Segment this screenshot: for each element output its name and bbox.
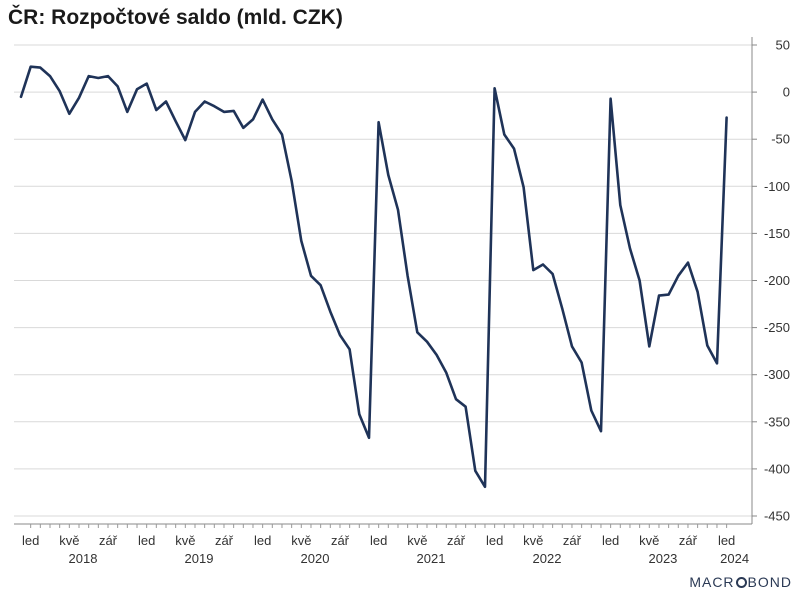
x-month-label: zář	[99, 533, 118, 548]
x-month-label: kvě	[407, 533, 427, 548]
y-tick-label: -150	[764, 226, 790, 241]
y-tick-label: -50	[771, 132, 790, 147]
series-line	[19, 65, 728, 489]
gridlines	[14, 44, 752, 517]
y-tick-label: -350	[764, 414, 790, 429]
x-month-label: zář	[331, 533, 350, 548]
x-year-label: 2023	[648, 551, 677, 566]
logo-ring-icon	[735, 577, 747, 588]
x-month-label: kvě	[291, 533, 311, 548]
x-month-label: kvě	[523, 533, 543, 548]
y-tick-label: -450	[764, 509, 790, 524]
y-tick-label: -200	[764, 273, 790, 288]
series-group	[19, 65, 728, 489]
x-month-label: led	[718, 533, 735, 548]
x-year-label: 2021	[417, 551, 446, 566]
y-tick-label: -250	[764, 320, 790, 335]
y-tick-label: -400	[764, 461, 790, 476]
x-month-label: led	[138, 533, 155, 548]
x-year-label: 2018	[69, 551, 98, 566]
x-month-label: zář	[679, 533, 698, 548]
x-year-label: 2020	[301, 551, 330, 566]
x-month-label: zář	[447, 533, 466, 548]
x-axis: led kvě zář led kvě zář led kvě zář led kvě zář led k…	[14, 523, 752, 566]
x-month-label: led	[22, 533, 39, 548]
chart-title: ČR: Rozpočtové saldo (mld. CZK)	[8, 6, 343, 29]
y-tick-label: -300	[764, 367, 790, 382]
x-year-label: 2019	[185, 551, 214, 566]
macrobond-logo: MACR BOND	[689, 574, 792, 590]
y-tick-label: 50	[776, 38, 790, 53]
x-year-label: 2024	[720, 551, 749, 566]
y-tick-label: 0	[783, 85, 790, 100]
y-tick-label: -100	[764, 179, 790, 194]
x-month-label: kvě	[59, 533, 79, 548]
y-axis: 50 0 -50 -100 -150 -200 -250 -300 -350 -400 -450	[751, 37, 790, 524]
x-month-label: led	[602, 533, 619, 548]
x-month-label: led	[254, 533, 271, 548]
x-month-label: kvě	[175, 533, 195, 548]
x-year-label: 2022	[533, 551, 562, 566]
x-month-label: kvě	[639, 533, 659, 548]
x-month-label: led	[486, 533, 503, 548]
x-month-label: zář	[563, 533, 582, 548]
x-month-label: zář	[215, 533, 234, 548]
x-month-label: led	[370, 533, 387, 548]
